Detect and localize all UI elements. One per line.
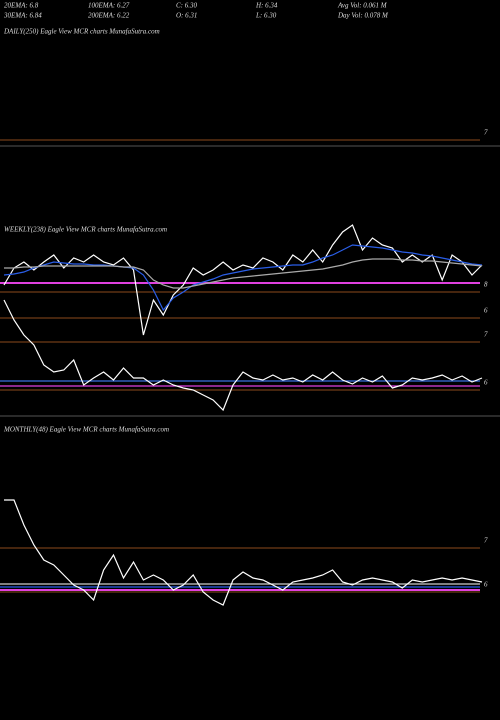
- panel-title: MONTHLY(48) Eagle View MCR charts Munafa…: [3, 426, 169, 434]
- header-stat: 200EMA: 6.22: [88, 12, 130, 20]
- y-tick-label: 8: [484, 281, 488, 289]
- header-stat: H: 6.34: [255, 2, 278, 10]
- y-tick-label: 7: [484, 331, 488, 339]
- y-tick-label: 7: [484, 537, 488, 545]
- y-tick-label: 6: [484, 581, 488, 589]
- price-line: [4, 499, 483, 606]
- panel-title: WEEKLY(238) Eagle View MCR charts Munafa…: [4, 226, 167, 234]
- price-line: [3, 244, 483, 312]
- y-tick-label: 7: [484, 129, 488, 137]
- price-line: [3, 299, 483, 412]
- y-tick-label: 6: [484, 379, 488, 387]
- header-stat: 20EMA: 6.8: [4, 2, 39, 10]
- header-stat: L: 6.30: [255, 12, 277, 20]
- header-stat: 100EMA: 6.27: [88, 2, 130, 10]
- header-stat: Day Vol: 0.078 M: [337, 12, 389, 20]
- price-line: [4, 258, 483, 289]
- header-stat: C: 6.30: [176, 2, 198, 10]
- panel-title: DAILY(250) Eagle View MCR charts MunafaS…: [3, 28, 160, 36]
- header-stat: O: 6.31: [176, 12, 197, 20]
- price-line: [3, 224, 483, 336]
- header-stat: 30EMA: 6.84: [3, 12, 42, 20]
- y-tick-label: 6: [484, 307, 488, 315]
- header-stat: Avg Vol: 0.061 M: [337, 2, 388, 10]
